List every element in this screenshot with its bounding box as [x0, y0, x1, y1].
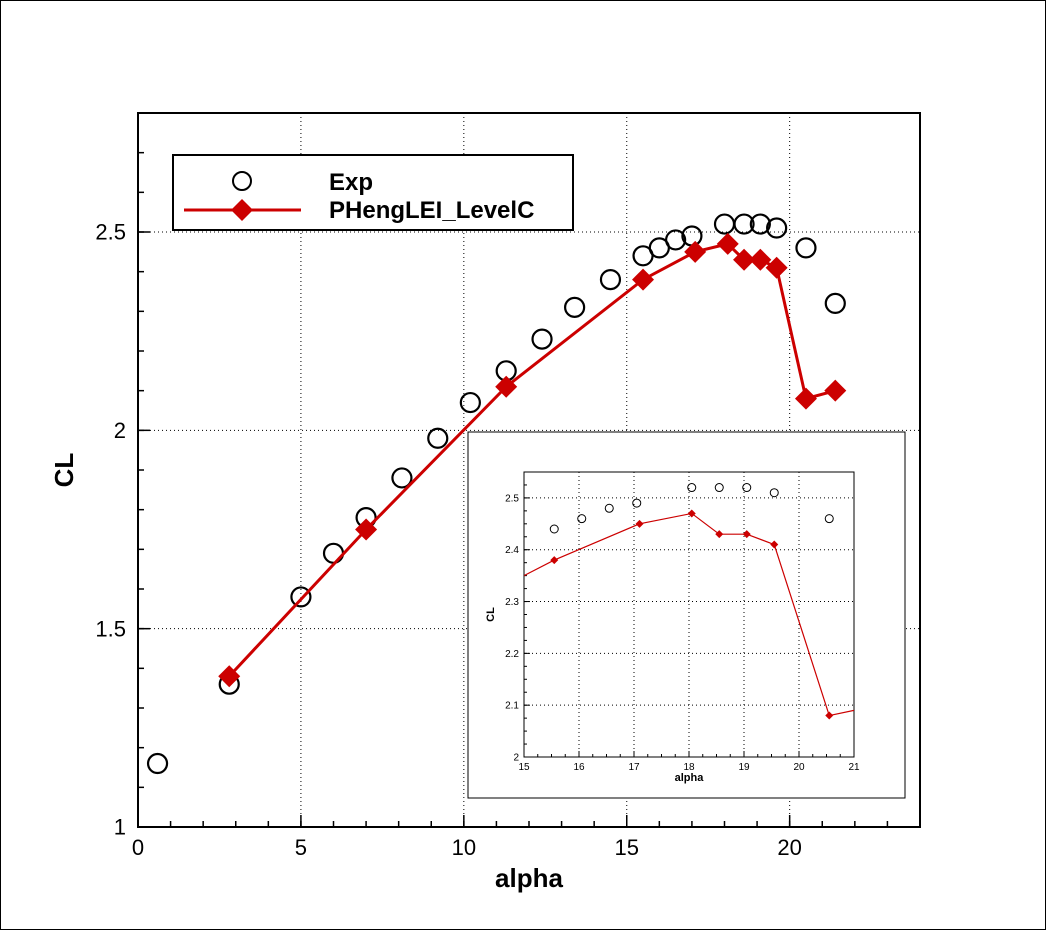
main-circle-point — [459, 391, 481, 414]
main-diamond-point — [218, 665, 241, 688]
legend-phenglei-marker — [231, 199, 253, 221]
inset-y-tick-label: 2.3 — [505, 597, 519, 608]
main-circle-point — [824, 292, 846, 314]
inset-circle-point — [549, 524, 559, 534]
main-circle-point — [733, 213, 755, 235]
main-circle-point — [599, 269, 622, 291]
inset-circle-point — [604, 503, 614, 513]
main-diamond-point — [716, 232, 739, 255]
main-circle-point — [146, 752, 169, 775]
inset-circle-point — [742, 483, 752, 493]
main-x-tick-label: 10 — [452, 835, 476, 860]
main-ticks: 0 5 10 15 20 1 1.5 2 2.5 — [95, 112, 921, 860]
inset-y-tick-label: 2.1 — [505, 701, 519, 712]
main-diamond-point — [355, 518, 378, 541]
inset-y-tick-label: 2.5 — [505, 493, 519, 504]
inset-y-tick-label: 2.2 — [505, 649, 519, 660]
main-circle-point — [290, 586, 312, 608]
main-circle-point — [322, 542, 345, 564]
main-diamond-point — [794, 387, 817, 410]
inset-y-tick-label: 2 — [513, 753, 519, 764]
main-circle-point — [795, 237, 817, 259]
inset-diamond-point — [687, 509, 696, 518]
main-diamond-point — [749, 248, 772, 271]
legend: Exp PHengLEI_LevelC — [172, 154, 574, 231]
main-diamond-point — [765, 256, 788, 279]
inset-x-tick-label: 16 — [573, 762, 585, 773]
main-y-tick-label: 2.5 — [95, 220, 126, 245]
inset-grid — [524, 472, 854, 757]
inset-x-tick-label: 15 — [518, 762, 530, 773]
inset-circle-point — [714, 483, 724, 493]
inset-circle-point — [769, 488, 779, 498]
main-x-tick-label: 5 — [295, 835, 307, 860]
inset-diamond-point — [550, 556, 559, 565]
legend-exp-marker — [232, 171, 252, 191]
inset-y-tick-label: 2.4 — [505, 545, 519, 556]
inset-x-tick-label: 21 — [848, 762, 860, 773]
main-x-tick-label: 20 — [777, 835, 801, 860]
inset-circle-point — [687, 483, 697, 493]
main-x-tick-label: 15 — [615, 835, 639, 860]
main-diamond-point — [495, 375, 518, 398]
inset-series — [524, 483, 854, 720]
inset-diamond-point — [635, 519, 644, 528]
main-y-tick-label: 1 — [114, 815, 126, 840]
inset-x-axis-label: alpha — [675, 772, 705, 784]
inset-x-tick-label: 18 — [683, 762, 695, 773]
inset-x-tick-label: 20 — [793, 762, 805, 773]
main-circle-point — [564, 296, 586, 318]
main-circle-point — [391, 467, 413, 489]
inset-ticks: 15 16 17 18 19 20 21 2 2.1 2.2 2.3 2.4 2.5 — [505, 471, 860, 773]
inset-circle-point — [577, 514, 587, 524]
main-diamond-point — [824, 379, 847, 402]
main-circle-point — [713, 213, 736, 235]
y-axis-label: CL — [49, 453, 79, 488]
main-x-tick-label: 0 — [132, 835, 144, 860]
inset-diamond-point — [715, 530, 724, 539]
x-axis-label: alpha — [495, 863, 563, 893]
inset-diamond-point — [742, 530, 751, 539]
main-diamond-point — [684, 240, 707, 263]
main-diamond-point — [632, 268, 655, 291]
inset-diamond-point — [770, 540, 779, 549]
main-series — [146, 213, 847, 775]
inset-diamond-point — [825, 711, 834, 720]
inset-circle-point — [632, 498, 642, 508]
inset-x-tick-label: 17 — [628, 762, 640, 773]
legend-exp-label: Exp — [329, 169, 373, 196]
inset-circle-point — [824, 514, 834, 524]
main-circle-point — [766, 217, 788, 239]
inset-border — [467, 431, 906, 799]
legend-phenglei-label: PHengLEI_LevelC — [329, 197, 534, 224]
inset-plot: 15 16 17 18 19 20 21 2 2.1 2.2 2.3 2.4 2.5 alpha CL — [467, 431, 906, 799]
main-circle-point — [427, 427, 449, 449]
inset-y-axis-label: CL — [485, 607, 497, 622]
main-y-tick-label: 2 — [114, 418, 126, 443]
main-y-tick-label: 1.5 — [95, 616, 126, 641]
main-circle-point — [665, 229, 687, 251]
main-circle-point — [749, 213, 771, 235]
main-diamond-point — [733, 248, 756, 271]
main-circle-point — [531, 328, 553, 350]
main-plot: 0 5 10 15 20 1 1.5 2 2.5 alpha CL — [49, 112, 921, 893]
inset-x-tick-label: 19 — [738, 762, 750, 773]
